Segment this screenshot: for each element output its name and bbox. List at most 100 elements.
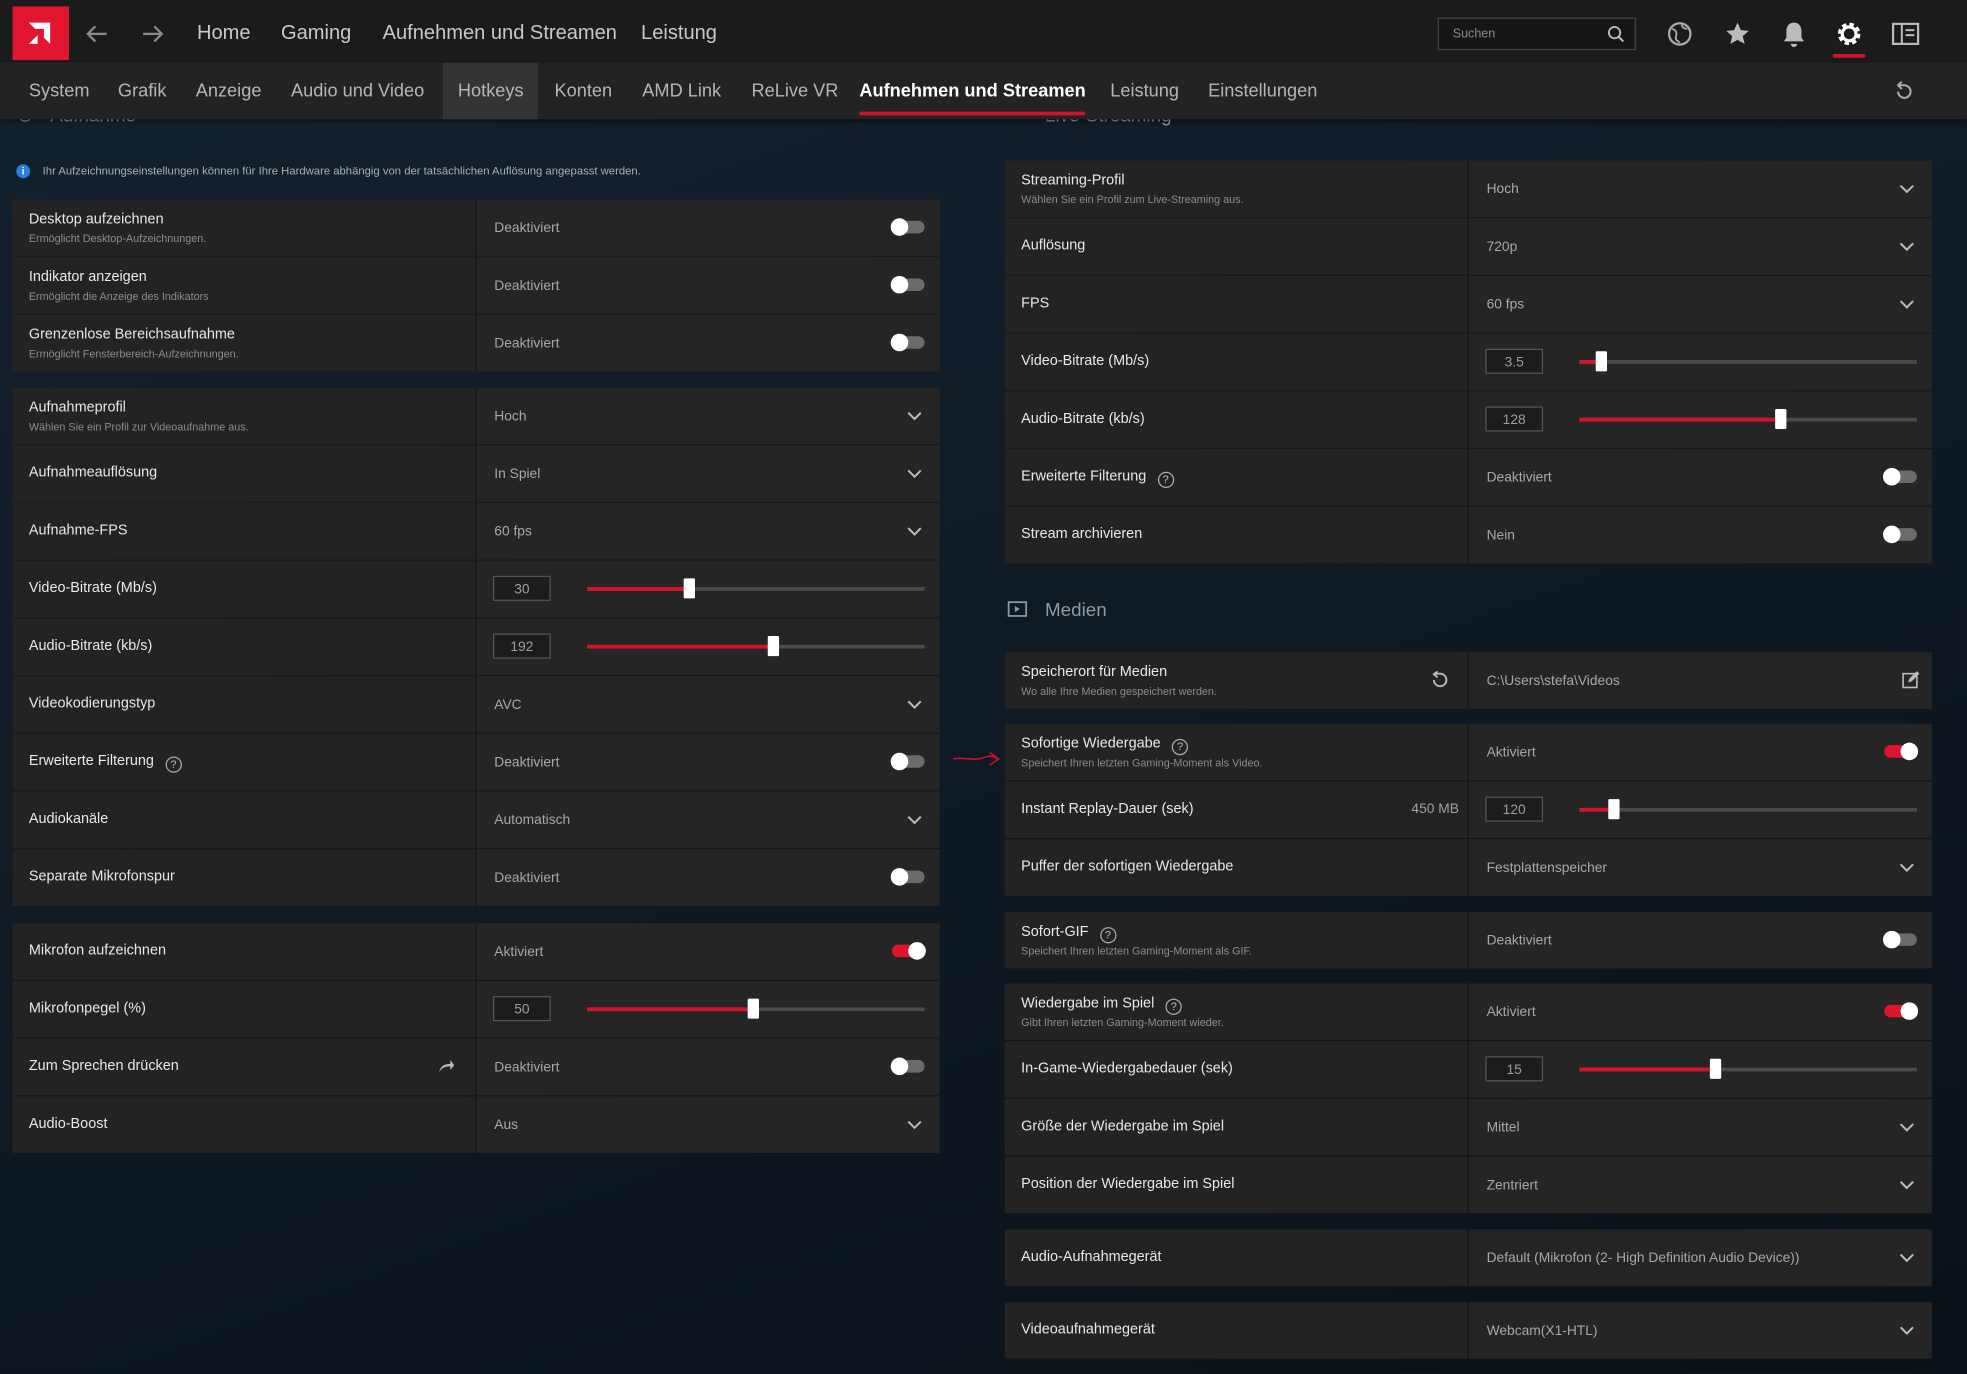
tab[interactable]: Einstellungen bbox=[1208, 81, 1318, 102]
value-input[interactable]: 128 bbox=[1485, 406, 1544, 432]
toggle[interactable] bbox=[890, 275, 925, 294]
reset-button[interactable] bbox=[1894, 81, 1914, 102]
toggle[interactable] bbox=[890, 333, 925, 352]
info-text: Ihr Aufzeichnungseinstellungen können fü… bbox=[42, 164, 641, 177]
toggle[interactable] bbox=[890, 218, 925, 236]
settings-group: Videoaufnahmegerät Webcam(X1-HTL) bbox=[1004, 1302, 1932, 1360]
slider-thumb[interactable] bbox=[683, 578, 695, 599]
value-input[interactable]: 120 bbox=[1485, 796, 1544, 822]
slider-thumb[interactable] bbox=[767, 636, 779, 657]
toggle[interactable] bbox=[1883, 930, 1917, 949]
slider-track[interactable] bbox=[1579, 1058, 1917, 1079]
slider-track[interactable] bbox=[587, 578, 925, 599]
slider-fill bbox=[1579, 807, 1614, 812]
globe-icon[interactable] bbox=[1667, 21, 1692, 46]
slider-track[interactable] bbox=[1579, 408, 1917, 430]
value-cell[interactable]: Hoch bbox=[476, 387, 940, 445]
value-cell[interactable]: 60 fps bbox=[1469, 275, 1932, 333]
nav-item[interactable]: Gaming bbox=[281, 22, 352, 44]
value-cell[interactable]: AVC bbox=[476, 676, 940, 733]
tab[interactable]: ReLive VR bbox=[751, 81, 839, 102]
value-input[interactable]: 50 bbox=[493, 996, 551, 1022]
forward-button[interactable] bbox=[142, 24, 165, 44]
value-cell[interactable]: Aus bbox=[476, 1096, 940, 1153]
value-cell[interactable]: Webcam(X1-HTL) bbox=[1469, 1302, 1932, 1359]
slider-track[interactable] bbox=[587, 636, 925, 657]
value-input[interactable]: 192 bbox=[493, 633, 551, 659]
value-cell: 128 bbox=[1469, 391, 1932, 448]
slider-track[interactable] bbox=[587, 998, 925, 1019]
value-input[interactable]: 3.5 bbox=[1485, 348, 1544, 374]
tab[interactable]: Aufnehmen und Streamen bbox=[844, 63, 1101, 119]
nav-item[interactable]: Aufnehmen und Streamen bbox=[382, 22, 617, 44]
nav-item[interactable]: Home bbox=[196, 22, 251, 44]
setting-row: Puffer der sofortigen Wiedergabe Festplat… bbox=[1004, 839, 1932, 896]
help-icon[interactable]: ? bbox=[165, 756, 182, 773]
settings-group: Sofortige Wiedergabe? Speichert Ihren let… bbox=[1004, 723, 1932, 897]
slider-thumb[interactable] bbox=[1775, 408, 1787, 430]
tab[interactable]: System bbox=[28, 81, 90, 102]
slider-track[interactable] bbox=[1579, 351, 1917, 372]
tab[interactable]: Leistung bbox=[1110, 81, 1180, 102]
toggle[interactable] bbox=[891, 942, 926, 960]
toggle[interactable] bbox=[1884, 742, 1919, 761]
toggle[interactable] bbox=[1883, 467, 1917, 486]
help-icon[interactable]: ? bbox=[1171, 738, 1189, 756]
tab[interactable]: Audio und Video bbox=[291, 81, 425, 102]
value-cell[interactable]: 720p bbox=[1469, 218, 1932, 275]
toggle[interactable] bbox=[890, 752, 925, 771]
value-cell[interactable]: Zentriert bbox=[1469, 1156, 1932, 1214]
value-input[interactable]: 15 bbox=[1485, 1056, 1544, 1082]
slider-thumb[interactable] bbox=[747, 998, 759, 1019]
value-cell[interactable]: Hoch bbox=[1469, 160, 1932, 218]
settings-icon[interactable] bbox=[1835, 20, 1863, 48]
toggle[interactable] bbox=[1884, 1002, 1919, 1020]
favorites-icon[interactable] bbox=[1725, 21, 1750, 46]
setting-label-wrap: Separate Mikrofonspur bbox=[29, 869, 175, 884]
dropdown-chevron bbox=[907, 412, 922, 421]
reset-path-icon[interactable] bbox=[1430, 671, 1448, 689]
notifications-icon[interactable] bbox=[1781, 20, 1806, 48]
toggle[interactable] bbox=[1883, 525, 1917, 544]
toggle[interactable] bbox=[890, 1057, 925, 1076]
back-button[interactable] bbox=[85, 24, 108, 44]
value-cell: Deaktiviert bbox=[1469, 912, 1932, 969]
value-cell[interactable]: Festplattenspeicher bbox=[1469, 839, 1932, 896]
tab[interactable]: Grafik bbox=[117, 81, 167, 102]
slider-fill bbox=[587, 587, 689, 591]
edit-path-icon[interactable] bbox=[1902, 671, 1920, 689]
label-cell: Grenzenlose Bereichsaufnahme Ermöglicht F… bbox=[13, 314, 477, 372]
slider-thumb[interactable] bbox=[1709, 1058, 1721, 1079]
value-cell[interactable]: Default (Mikrofon (2- High Definition Au… bbox=[1469, 1229, 1932, 1286]
help-icon[interactable]: ? bbox=[1099, 927, 1117, 944]
media-icon bbox=[1007, 601, 1028, 617]
search-box[interactable]: Suchen bbox=[1437, 17, 1636, 51]
setting-row: Audio-Bitrate (kb/s) 128 bbox=[1004, 391, 1932, 448]
setting-label-wrap: Puffer der sofortigen Wiedergabe bbox=[1021, 859, 1233, 874]
tab[interactable]: AMD Link bbox=[642, 81, 722, 102]
value-input[interactable]: 30 bbox=[493, 575, 551, 601]
share-icon[interactable] bbox=[438, 1058, 456, 1074]
slider-track[interactable] bbox=[1579, 799, 1917, 820]
tab[interactable]: Anzeige bbox=[195, 81, 262, 102]
slider-thumb[interactable] bbox=[1596, 351, 1608, 372]
sidebar-icon[interactable] bbox=[1891, 22, 1920, 46]
value-cell[interactable]: Mittel bbox=[1469, 1098, 1932, 1156]
nav-item[interactable]: Leistung bbox=[641, 22, 717, 44]
help-icon[interactable]: ? bbox=[1165, 998, 1182, 1015]
label-cell: Wiedergabe im Spiel? Gibt Ihren letzten G… bbox=[1005, 983, 1470, 1040]
setting-row: Erweiterte Filterung? Deaktiviert bbox=[12, 733, 940, 791]
amd-logo[interactable] bbox=[12, 6, 69, 61]
value-cell[interactable]: Automatisch bbox=[476, 791, 940, 849]
setting-label-wrap: Audio-Aufnahmegerät bbox=[1021, 1249, 1161, 1264]
setting-row: Indikator anzeigen Ermöglicht die Anzeige… bbox=[12, 257, 940, 314]
tab[interactable]: Hotkeys bbox=[442, 62, 539, 120]
value-cell[interactable]: 60 fps bbox=[476, 503, 940, 560]
toggle[interactable] bbox=[890, 868, 925, 886]
value-cell[interactable]: In Spiel bbox=[476, 445, 940, 502]
tab[interactable]: Konten bbox=[554, 81, 613, 102]
slider-thumb[interactable] bbox=[1608, 799, 1620, 820]
help-icon[interactable]: ? bbox=[1157, 471, 1174, 489]
setting-row: Erweiterte Filterung? Deaktiviert bbox=[1004, 449, 1932, 506]
label-cell: Zum Sprechen drücken bbox=[13, 1038, 477, 1096]
